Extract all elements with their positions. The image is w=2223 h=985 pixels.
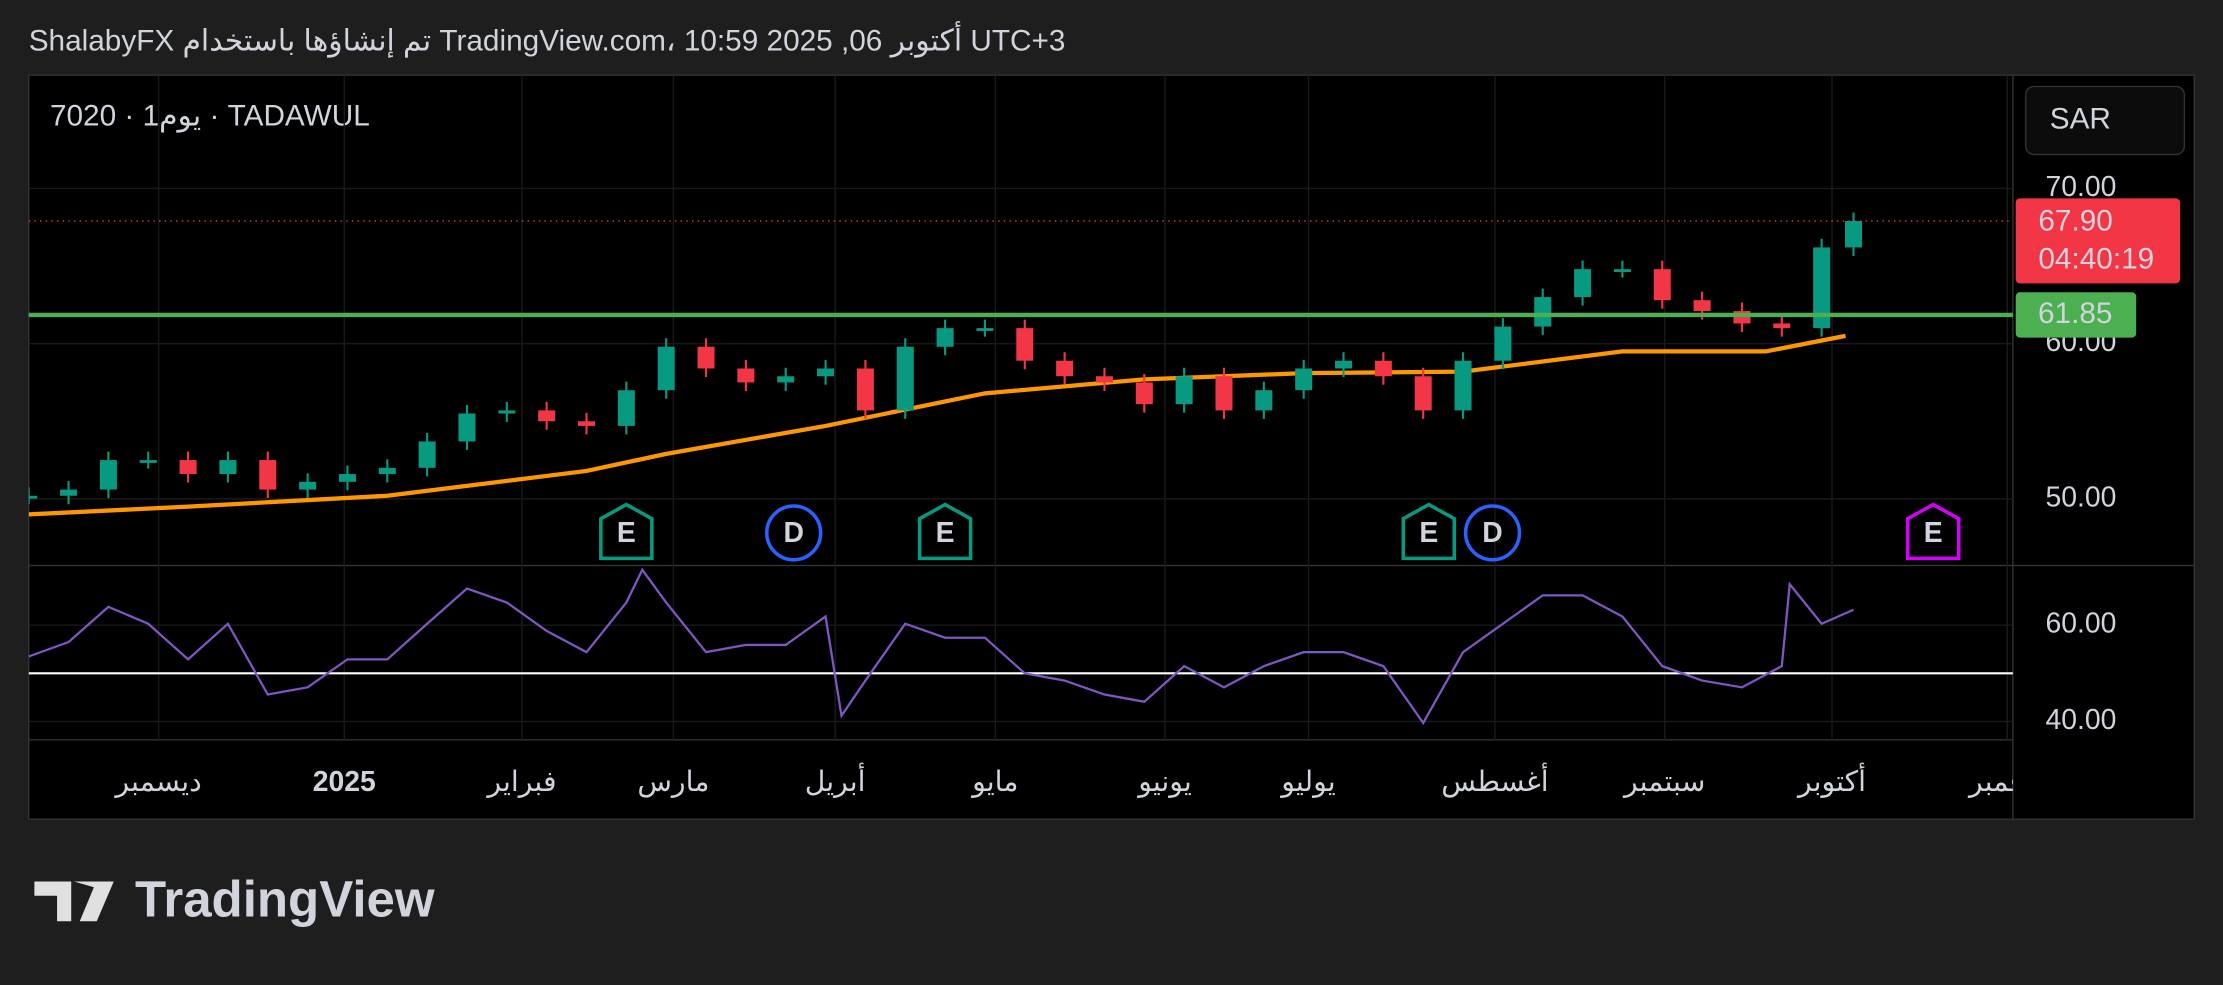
candle-body — [28, 495, 38, 499]
candle-body — [1056, 360, 1074, 377]
candle-body — [1693, 300, 1711, 312]
x-tick-label: أكتوبر — [1796, 762, 1866, 798]
y-tick-label: 70.00 — [2045, 171, 2116, 203]
candle-body — [617, 390, 635, 426]
candle-body — [259, 460, 277, 490]
candle-body — [1613, 269, 1631, 272]
event-marker[interactable]: E — [917, 502, 973, 561]
x-tick-label: يوليو — [1279, 766, 1335, 798]
candle-body — [378, 467, 396, 475]
event-label: E — [1419, 517, 1438, 549]
logo-text: TradingView — [135, 870, 435, 927]
x-tick-label: مايو — [970, 766, 1018, 798]
candle-body — [139, 460, 157, 463]
chart-panel — [28, 74, 2195, 820]
countdown: 04:40:19 — [2038, 243, 2154, 276]
candle-body — [976, 328, 994, 331]
moving-average — [28, 333, 1846, 517]
event-label: E — [1924, 517, 1943, 549]
level-label-box — [2015, 292, 2137, 338]
candle-body — [458, 413, 476, 442]
event-shape — [1401, 502, 1457, 561]
event-marker[interactable]: D — [764, 504, 823, 562]
candle-body — [896, 346, 914, 411]
candle-body — [657, 346, 675, 391]
candle-body — [1335, 360, 1353, 369]
candle-body — [498, 410, 516, 414]
candle-body — [1135, 382, 1153, 405]
currency-box[interactable] — [2024, 85, 2186, 156]
candle-body — [1215, 376, 1233, 411]
candle-body — [1295, 368, 1313, 391]
candle-body — [60, 489, 78, 496]
candle-body — [1773, 323, 1791, 329]
candle-body — [578, 421, 596, 426]
logo: TradingView — [34, 870, 435, 927]
x-tick-label: فبراير — [485, 766, 556, 798]
x-tick-label: 2025 — [313, 766, 376, 798]
y-tick-label: 50.00 — [2045, 481, 2116, 513]
x-tick-label: سبتمبر — [1622, 766, 1705, 798]
candle-body — [179, 460, 197, 475]
level-label: 61.85 — [2038, 297, 2112, 330]
last-price-label: 67.90 — [2038, 204, 2112, 237]
event-shape — [1463, 504, 1522, 562]
symbol: 7020 · 1يوم · TADAWUL — [50, 99, 370, 132]
candle-body — [1175, 376, 1193, 405]
event-marker[interactable]: E — [1905, 502, 1961, 561]
candle-body — [1534, 297, 1552, 327]
event-shape — [917, 502, 973, 561]
candle-body — [1095, 376, 1113, 383]
candle-body — [1653, 269, 1671, 301]
event-marker[interactable]: E — [1401, 502, 1457, 561]
candle-body — [817, 368, 835, 377]
event-label: E — [617, 517, 636, 549]
x-tick-label: ديسمبر — [113, 766, 201, 798]
rsi-line — [28, 567, 1854, 726]
candle-body — [737, 368, 755, 383]
currency[interactable]: SAR — [2050, 102, 2111, 135]
candle-body — [777, 376, 795, 383]
candle-body — [1845, 221, 1863, 248]
candle-body — [1414, 376, 1432, 411]
event-shape — [1905, 502, 1961, 561]
candle-body — [1813, 247, 1831, 329]
candle-body — [936, 328, 954, 347]
candle-body — [1374, 360, 1392, 377]
event-marker[interactable]: D — [1463, 504, 1522, 562]
candle-body — [299, 481, 317, 490]
y-tick-label: 40.00 — [2045, 704, 2116, 736]
event-label: D — [1482, 517, 1502, 549]
candle-body — [1255, 390, 1273, 411]
candle-body — [338, 474, 356, 482]
x-tick-label: أبريل — [805, 762, 866, 798]
event-label: D — [783, 517, 803, 549]
event-label: E — [936, 517, 955, 549]
x-tick-label: مارس — [637, 766, 709, 798]
candle-body — [697, 346, 715, 369]
candle-body — [219, 460, 237, 475]
y-tick-label: 60.00 — [2045, 608, 2116, 640]
candle-body — [99, 460, 117, 490]
x-tick-label: أغسطس — [1441, 762, 1548, 798]
candle-body — [538, 410, 556, 422]
x-tick-label: نوفمبر — [1967, 766, 2046, 798]
caption: ShalabyFX تم إنشاؤها باستخدام TradingVie… — [29, 19, 1066, 58]
candle-body — [856, 368, 874, 411]
event-shape — [599, 502, 654, 561]
x-tick-label: يونيو — [1136, 766, 1192, 798]
candle-body — [418, 441, 436, 468]
candle-body — [1454, 360, 1472, 411]
last-price-box — [2015, 198, 2181, 284]
event-marker[interactable]: E — [599, 502, 654, 561]
logo-icon — [34, 881, 114, 922]
candle-body — [1016, 328, 1034, 361]
candle-body — [1574, 269, 1592, 298]
plot: ديسمبر 2025 فبراير مارس أبريل مايو يونيو يوليو أ… — [28, 75, 2046, 798]
event-shape — [764, 504, 823, 562]
candle-body — [1494, 326, 1512, 361]
